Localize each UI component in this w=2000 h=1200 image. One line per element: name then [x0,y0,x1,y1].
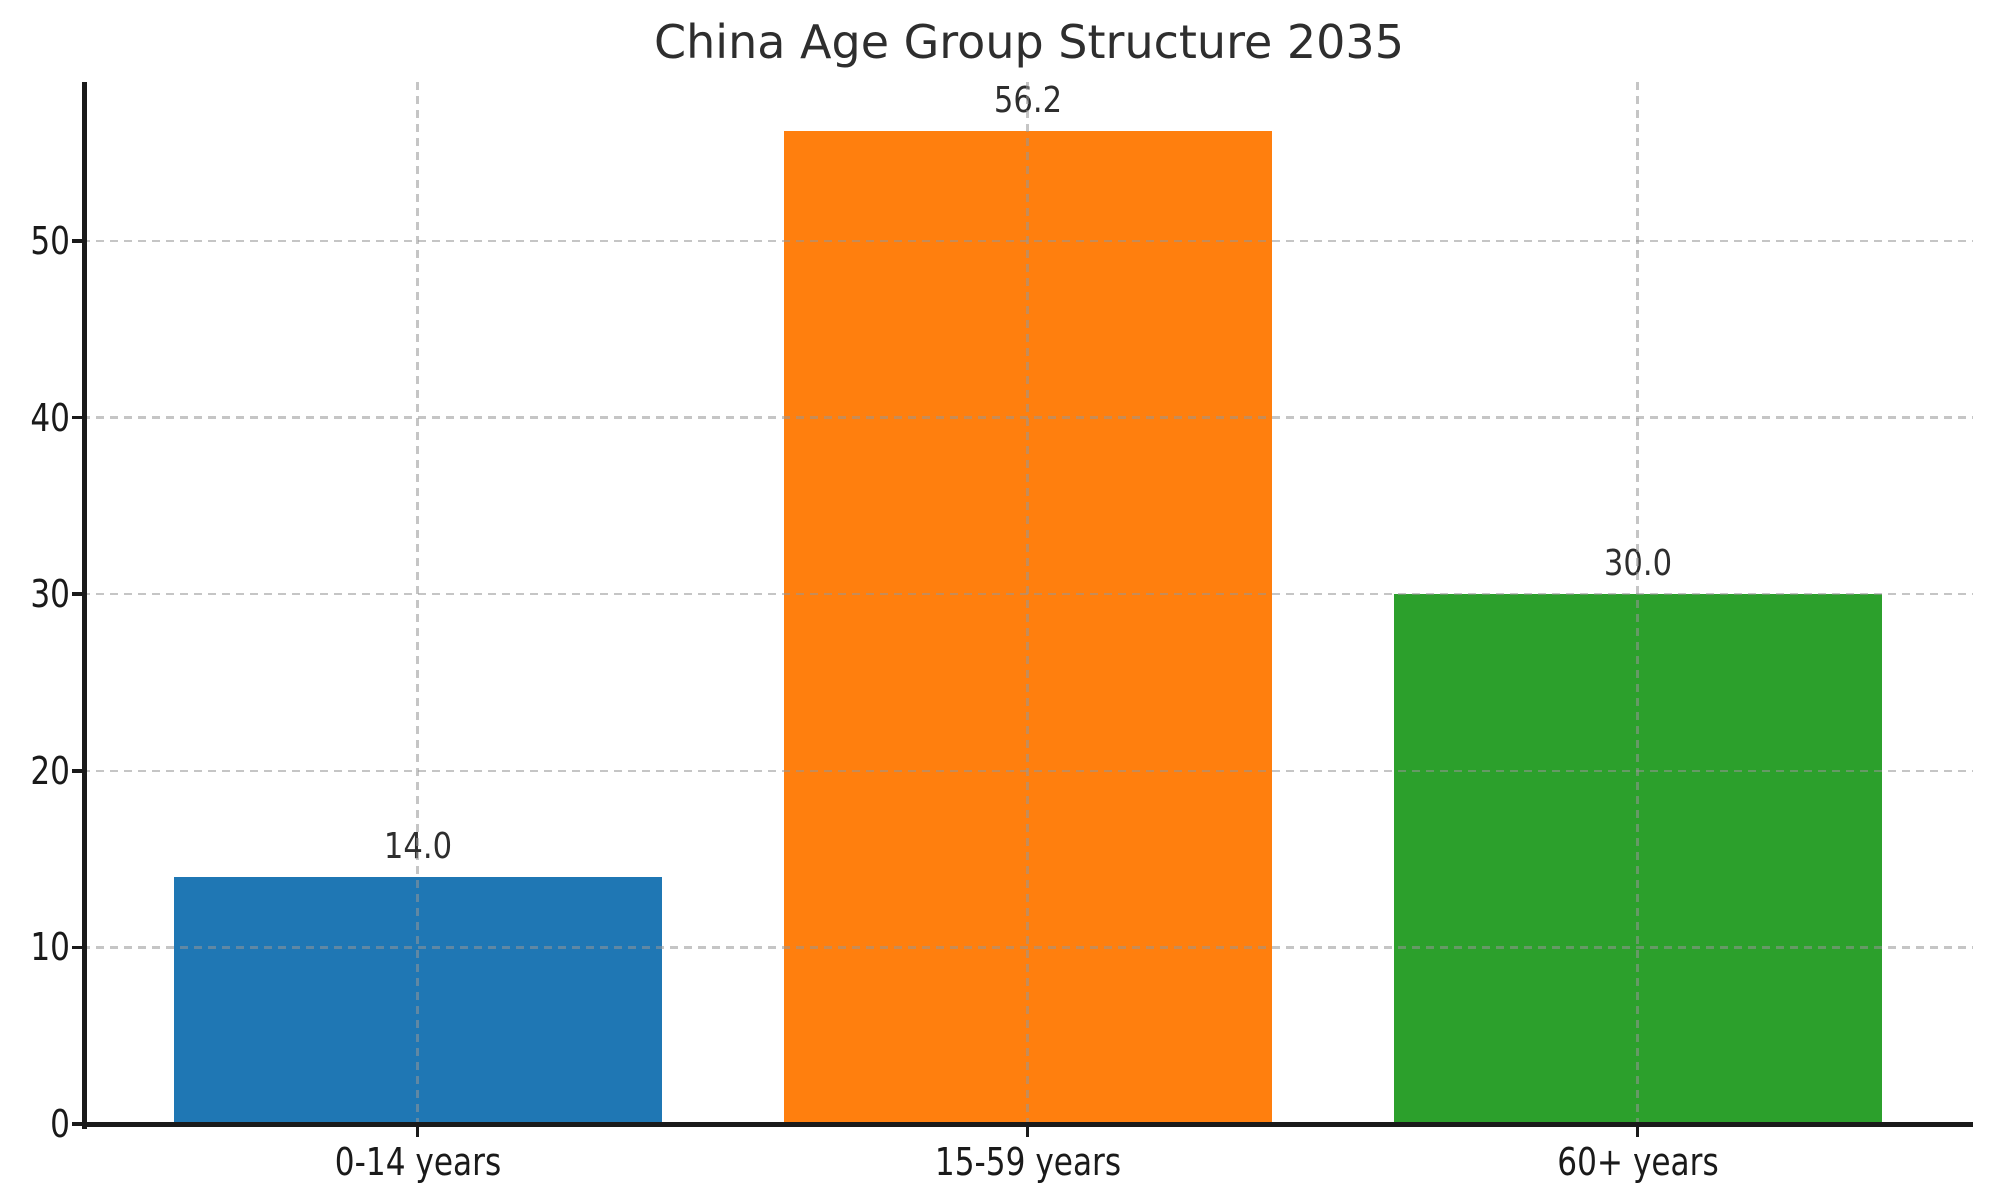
y-tick-mark [72,1122,82,1126]
y-tick-mark [72,769,82,773]
x-tick-mark [415,1126,420,1137]
x-axis-line [82,1122,1973,1127]
y-tick-mark [72,592,82,596]
x-tick-label: 60+ years [1556,1140,1719,1184]
grid-line-horizontal [82,592,1973,596]
grid-line-vertical [416,82,419,1124]
y-tick-mark [72,945,82,950]
y-tick-label: 50 [30,218,70,263]
grid-line-vertical [1636,82,1639,1124]
y-tick-label: 30 [30,572,70,617]
chart-title: China Age Group Structure 2035 [654,15,1404,69]
y-tick-label: 10 [30,925,70,970]
x-tick-mark [1635,1126,1640,1137]
y-tick-label: 0 [50,1102,70,1146]
y-tick-label: 40 [30,395,70,440]
x-tick-mark [1025,1126,1030,1137]
y-tick-mark [72,239,82,243]
y-tick-mark [72,415,82,420]
x-tick-label: 0-14 years [334,1140,501,1184]
grid-line-horizontal [82,416,1973,419]
x-tick-label: 15-59 years [934,1140,1121,1184]
y-tick-label: 20 [30,748,70,793]
grid-line-horizontal [82,769,1973,773]
grid-line-horizontal [82,239,1973,243]
grid-line-vertical [1026,82,1029,1124]
grid-line-horizontal [82,946,1973,949]
y-axis-line [82,82,87,1129]
